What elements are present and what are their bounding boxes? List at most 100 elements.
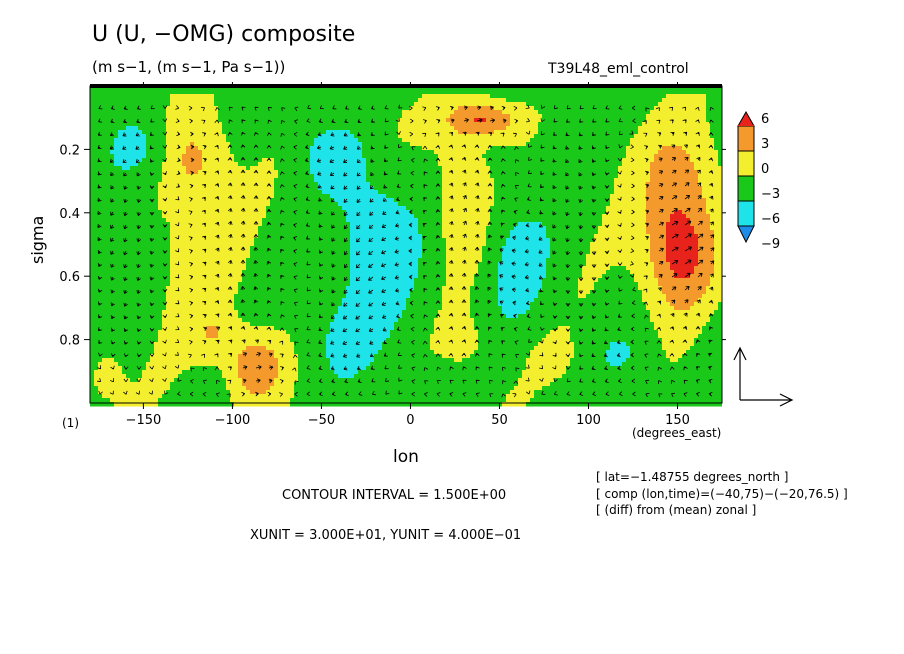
field-cell: [630, 354, 666, 359]
vector-arrow: [201, 353, 206, 358]
vector-arrow: [462, 379, 467, 384]
vector-arrow: [254, 131, 259, 136]
vector-arrow: [657, 353, 662, 358]
vector-arrow: [357, 118, 362, 123]
field-cell: [450, 122, 510, 127]
vector-arrow: [305, 222, 310, 227]
vector-arrow: [253, 157, 259, 161]
vector-arrow: [304, 157, 309, 163]
vector-arrow: [280, 248, 285, 253]
field-cell: [366, 174, 442, 179]
field-cell: [646, 198, 706, 203]
vector-arrow: [97, 144, 102, 149]
field-cell: [690, 222, 710, 227]
vector-arrow: [240, 246, 246, 252]
vector-arrow: [253, 182, 259, 187]
vector-arrow: [695, 366, 701, 371]
vector-arrow: [461, 144, 467, 149]
vector-arrow: [175, 313, 180, 318]
vector-arrow: [553, 118, 558, 123]
vector-arrow: [657, 132, 662, 137]
field-cell: [342, 298, 406, 303]
vector-arrow: [345, 105, 350, 110]
field-cell: [570, 326, 654, 331]
vector-arrow: [658, 144, 663, 149]
vector-arrow: [202, 184, 207, 189]
vector-arrow: [240, 207, 246, 213]
field-cell: [90, 202, 158, 207]
field-cell: [698, 262, 714, 267]
vector-arrow: [331, 378, 336, 384]
vector-arrow: [123, 224, 128, 230]
vector-arrow: [343, 145, 348, 150]
vector-arrow: [422, 145, 428, 150]
field-cell: [618, 174, 650, 179]
vector-arrow: [617, 196, 622, 201]
field-cell: [146, 134, 166, 139]
field-cell: [438, 314, 470, 319]
field-cell: [406, 206, 442, 211]
vector-arrow: [683, 366, 688, 371]
field-cell: [230, 390, 250, 395]
vector-arrow: [617, 183, 622, 188]
field-cell: [522, 370, 566, 375]
field-cell: [714, 142, 722, 147]
vector-arrow: [605, 391, 610, 396]
field-cell: [126, 126, 138, 131]
field-cell: [298, 366, 330, 371]
vector-arrow: [98, 301, 103, 306]
field-cell: [594, 234, 650, 239]
shaded-field: [90, 84, 722, 407]
field-cell: [530, 306, 646, 311]
field-cell: [454, 126, 506, 131]
field-cell: [446, 242, 486, 247]
x-tick-label: 0: [406, 413, 414, 428]
vector-arrow: [293, 223, 298, 228]
field-cell: [646, 302, 670, 307]
vector-arrow: [356, 224, 361, 230]
vector-arrow: [97, 327, 102, 332]
vector-arrow: [461, 326, 467, 330]
field-cell: [166, 142, 190, 147]
field-cell: [498, 286, 542, 291]
vector-arrow: [474, 286, 480, 291]
field-cell: [234, 306, 338, 311]
field-cell: [658, 278, 710, 283]
vector-arrow: [631, 209, 635, 215]
field-cell: [698, 234, 714, 239]
vector-arrow: [136, 118, 141, 123]
vector-arrow: [189, 274, 194, 280]
vector-arrow: [214, 157, 219, 162]
field-cell: [650, 318, 710, 323]
field-cell: [422, 250, 446, 255]
field-cell: [610, 266, 626, 271]
field-cell: [130, 378, 138, 383]
vector-arrow: [280, 274, 285, 279]
field-cell: [330, 322, 394, 327]
vector-arrow: [267, 106, 272, 111]
field-cell: [250, 166, 274, 171]
vector-arrow: [631, 183, 635, 189]
vector-arrow: [343, 237, 348, 243]
field-cell: [90, 278, 170, 283]
vector-arrow: [671, 220, 679, 226]
vector-arrow: [604, 288, 610, 293]
vector-arrow: [684, 299, 689, 304]
field-cell: [342, 206, 406, 211]
field-cell: [90, 322, 162, 327]
field-cell: [246, 258, 350, 263]
vector-arrow: [266, 286, 272, 291]
field-cell: [326, 130, 350, 135]
vector-arrow: [631, 170, 635, 176]
field-cell: [270, 198, 334, 203]
vector-arrow: [306, 300, 311, 305]
field-cell: [666, 250, 698, 255]
field-cell: [434, 318, 474, 323]
field-cell: [170, 234, 258, 239]
field-cell: [490, 206, 606, 211]
field-cell: [222, 130, 326, 135]
field-cell: [446, 258, 482, 263]
vector-arrow: [305, 131, 310, 137]
vector-arrow: [109, 158, 114, 163]
field-cell: [90, 242, 170, 247]
